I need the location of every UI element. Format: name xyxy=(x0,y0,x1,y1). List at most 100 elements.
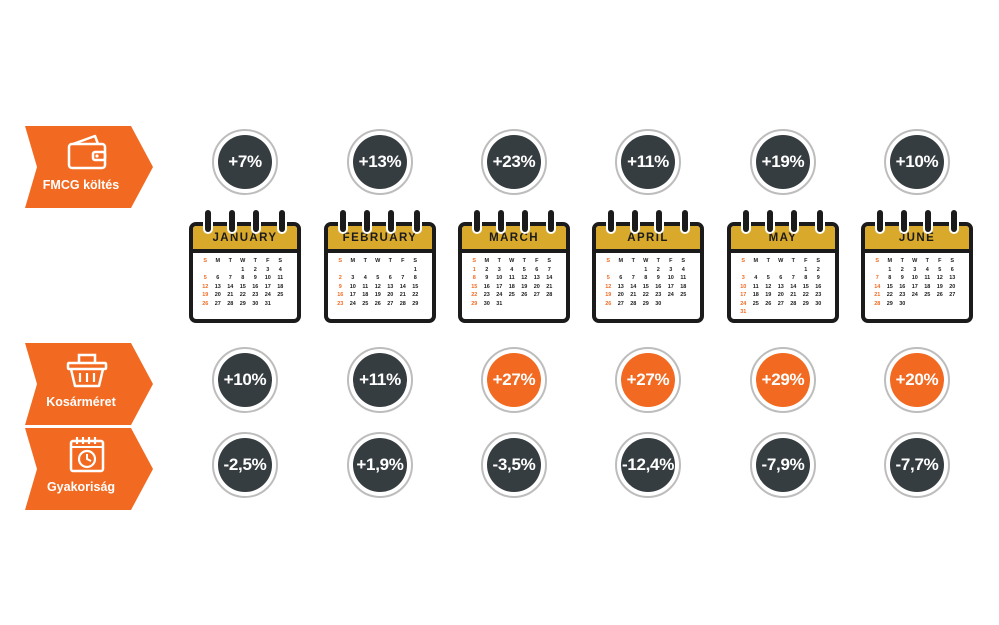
day-cell xyxy=(762,267,775,273)
badge-value: +27% xyxy=(621,353,675,407)
week-row: 21 22 23 24 25 26 27 xyxy=(871,292,959,298)
day-cell: 24 xyxy=(349,300,356,307)
day-cell xyxy=(347,267,360,273)
day-cell: 18 xyxy=(924,283,931,290)
day-cell: 9 xyxy=(656,275,660,281)
day-cell: 24 xyxy=(667,292,674,298)
day-cell: 24 xyxy=(264,292,271,298)
day-cell: 2 xyxy=(900,266,904,273)
binder-ring xyxy=(817,210,823,232)
day-cell: 17 xyxy=(264,283,271,290)
day-cell: 26 xyxy=(202,300,209,307)
day-cell xyxy=(787,309,800,315)
day-cell: 14 xyxy=(874,283,881,290)
binder-ring xyxy=(656,210,662,232)
day-cell xyxy=(372,267,385,273)
day-cell: 26 xyxy=(521,292,528,298)
day-cell xyxy=(518,301,531,307)
binder-ring xyxy=(205,210,211,232)
weekday-header: T xyxy=(925,258,929,264)
day-cell: 23 xyxy=(899,292,906,298)
weekday-header: S xyxy=(547,258,552,264)
day-cell: 25 xyxy=(508,292,515,298)
day-cell: 25 xyxy=(752,300,759,307)
row-label-frequency: Gyakoriság xyxy=(25,428,153,510)
week-row: 28 29 30 xyxy=(871,301,959,307)
day-cell: 23 xyxy=(815,292,822,298)
day-cell: 13 xyxy=(214,283,221,290)
day-grid: S M T W T F S 1 2 3 4 5 6 7 8 9 10 11 12 13 14 15 16 17 18 19 20 21… xyxy=(468,258,556,307)
day-cell: 1 xyxy=(804,266,808,273)
day-cell: 15 xyxy=(642,283,649,290)
day-cell: 14 xyxy=(546,275,553,281)
badge-value: -3,5% xyxy=(487,438,541,492)
day-cell: 11 xyxy=(924,275,931,281)
day-cell: 21 xyxy=(546,283,553,290)
weekday-header: T xyxy=(253,258,257,264)
day-cell xyxy=(677,301,690,307)
day-cell: 13 xyxy=(617,283,624,290)
badge-value: +7% xyxy=(218,135,272,189)
week-row: 12 13 14 15 16 17 18 xyxy=(199,284,287,290)
frequency-badge: -12,4% xyxy=(615,432,681,498)
day-cell: 5 xyxy=(522,266,526,273)
weekday-header: M xyxy=(484,258,490,264)
weekday-header: F xyxy=(535,258,539,264)
day-grid: S M T W T F S 1 2 3 4 5 6 7 8 9 10 11 12 13 14 15 16 17 18 19 20 21… xyxy=(602,258,690,307)
day-cell xyxy=(615,267,628,273)
binder-ring xyxy=(522,210,528,232)
week-row: 17 18 19 20 21 22 23 xyxy=(737,292,825,298)
day-cell: 23 xyxy=(483,292,490,298)
day-cell: 20 xyxy=(617,292,624,298)
badge-value: +10% xyxy=(890,135,944,189)
weekday-header: S xyxy=(606,258,611,264)
day-cell: 8 xyxy=(804,275,808,281)
day-cell: 28 xyxy=(790,300,797,307)
day-cell: 12 xyxy=(936,275,943,281)
day-cell xyxy=(775,267,788,273)
calendar-clock-icon xyxy=(69,437,105,473)
day-cell: 4 xyxy=(278,266,282,273)
fmcg-badge: +7% xyxy=(212,129,278,195)
day-cell: 9 xyxy=(485,275,489,281)
day-cell xyxy=(934,301,947,307)
week-row: 5 6 7 8 9 10 11 xyxy=(602,275,690,281)
day-cell: 5 xyxy=(938,266,942,273)
day-cell: 22 xyxy=(471,292,478,298)
binder-ring xyxy=(414,210,420,232)
week-row: 23 24 25 26 27 28 29 xyxy=(334,301,422,307)
calendar-body: MARCH xyxy=(458,222,570,323)
weekday-header: W xyxy=(643,258,649,264)
day-cell: 19 xyxy=(765,292,772,298)
frequency-badge: -7,7% xyxy=(884,432,950,498)
day-cell: 8 xyxy=(644,275,648,281)
day-cell xyxy=(909,301,922,307)
day-cell: 25 xyxy=(277,292,284,298)
week-row: 22 23 24 25 26 27 28 xyxy=(468,292,556,298)
day-cell: 12 xyxy=(202,283,209,290)
day-cell xyxy=(224,267,237,273)
badge-value: -7,7% xyxy=(890,438,944,492)
day-cell xyxy=(334,267,347,273)
day-cell: 15 xyxy=(471,283,478,290)
day-cell: 22 xyxy=(802,292,809,298)
day-cell: 20 xyxy=(214,292,221,298)
month-calendar: MARCH S M T W T F S 1 2 3 4 5 6 7 8 9 10 11 12 13 14 15 16 17 18 1… xyxy=(458,210,570,323)
day-cell: 8 xyxy=(241,275,245,281)
day-cell: 4 xyxy=(925,266,929,273)
badge-value: +23% xyxy=(487,135,541,189)
fmcg-badge: +19% xyxy=(750,129,816,195)
badge-value: +11% xyxy=(621,135,675,189)
day-cell: 1 xyxy=(413,266,417,273)
day-cell: 15 xyxy=(802,283,809,290)
day-cell: 6 xyxy=(619,275,623,281)
weekday-header: T xyxy=(631,258,635,264)
day-cell: 14 xyxy=(630,283,637,290)
day-cell: 27 xyxy=(214,300,221,307)
day-cell: 3 xyxy=(497,266,501,273)
row-label-fmcg: FMCG költés xyxy=(25,126,153,208)
day-cell: 11 xyxy=(362,283,369,290)
